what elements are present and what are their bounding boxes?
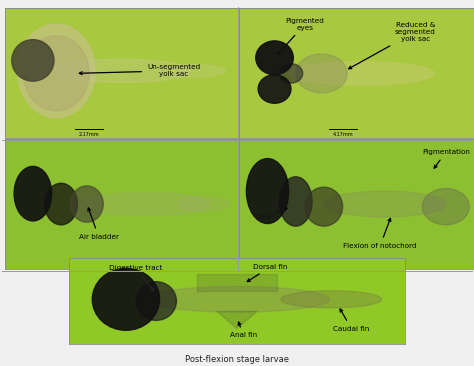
Text: Pre-flexion stage larvae: Pre-flexion stage larvae bbox=[72, 281, 172, 290]
Ellipse shape bbox=[256, 41, 293, 75]
Ellipse shape bbox=[422, 188, 469, 225]
Polygon shape bbox=[217, 311, 257, 329]
Ellipse shape bbox=[279, 64, 303, 83]
Text: Pigmented
eyes: Pigmented eyes bbox=[277, 18, 325, 55]
Ellipse shape bbox=[45, 183, 77, 225]
Ellipse shape bbox=[71, 186, 103, 222]
Ellipse shape bbox=[246, 158, 289, 224]
Text: 2.17mm: 2.17mm bbox=[79, 132, 100, 137]
Text: Yolk sac larvae: Yolk sac larvae bbox=[91, 150, 153, 159]
Text: Dorsal fin: Dorsal fin bbox=[247, 264, 288, 281]
Text: Flexion of notochord: Flexion of notochord bbox=[343, 219, 417, 249]
Ellipse shape bbox=[160, 64, 225, 77]
Text: Digestive tract: Digestive tract bbox=[109, 265, 163, 291]
Text: Flexion stage larvae: Flexion stage larvae bbox=[314, 281, 399, 290]
Text: 3.2mm: 3.2mm bbox=[113, 262, 131, 268]
Text: Air bladder: Air bladder bbox=[79, 208, 118, 239]
Text: Post-flexion stage larvae: Post-flexion stage larvae bbox=[185, 355, 289, 364]
Ellipse shape bbox=[14, 167, 52, 221]
Text: Un-segmented
yolk sac: Un-segmented yolk sac bbox=[79, 64, 201, 77]
Text: 4.17mm: 4.17mm bbox=[332, 132, 353, 137]
Text: Caudal fin: Caudal fin bbox=[333, 309, 370, 332]
Ellipse shape bbox=[289, 62, 434, 85]
Ellipse shape bbox=[324, 191, 446, 217]
Ellipse shape bbox=[279, 177, 312, 226]
Ellipse shape bbox=[18, 24, 95, 117]
Ellipse shape bbox=[296, 54, 347, 93]
Ellipse shape bbox=[258, 75, 291, 103]
Text: Anal fin: Anal fin bbox=[230, 322, 257, 339]
Ellipse shape bbox=[178, 196, 230, 212]
Ellipse shape bbox=[92, 268, 160, 330]
Ellipse shape bbox=[81, 193, 210, 216]
Ellipse shape bbox=[136, 282, 176, 320]
Text: 3 day after hatching: 3 day after hatching bbox=[314, 150, 400, 159]
Text: Gills: Gills bbox=[256, 208, 287, 220]
Text: Reduced &
segmented
yolk sac: Reduced & segmented yolk sac bbox=[348, 22, 436, 69]
Ellipse shape bbox=[145, 287, 329, 312]
Ellipse shape bbox=[281, 291, 382, 308]
Ellipse shape bbox=[12, 40, 54, 81]
Text: Pigmentation: Pigmentation bbox=[422, 149, 470, 168]
Ellipse shape bbox=[54, 59, 190, 82]
Ellipse shape bbox=[24, 36, 89, 111]
Ellipse shape bbox=[305, 187, 343, 226]
